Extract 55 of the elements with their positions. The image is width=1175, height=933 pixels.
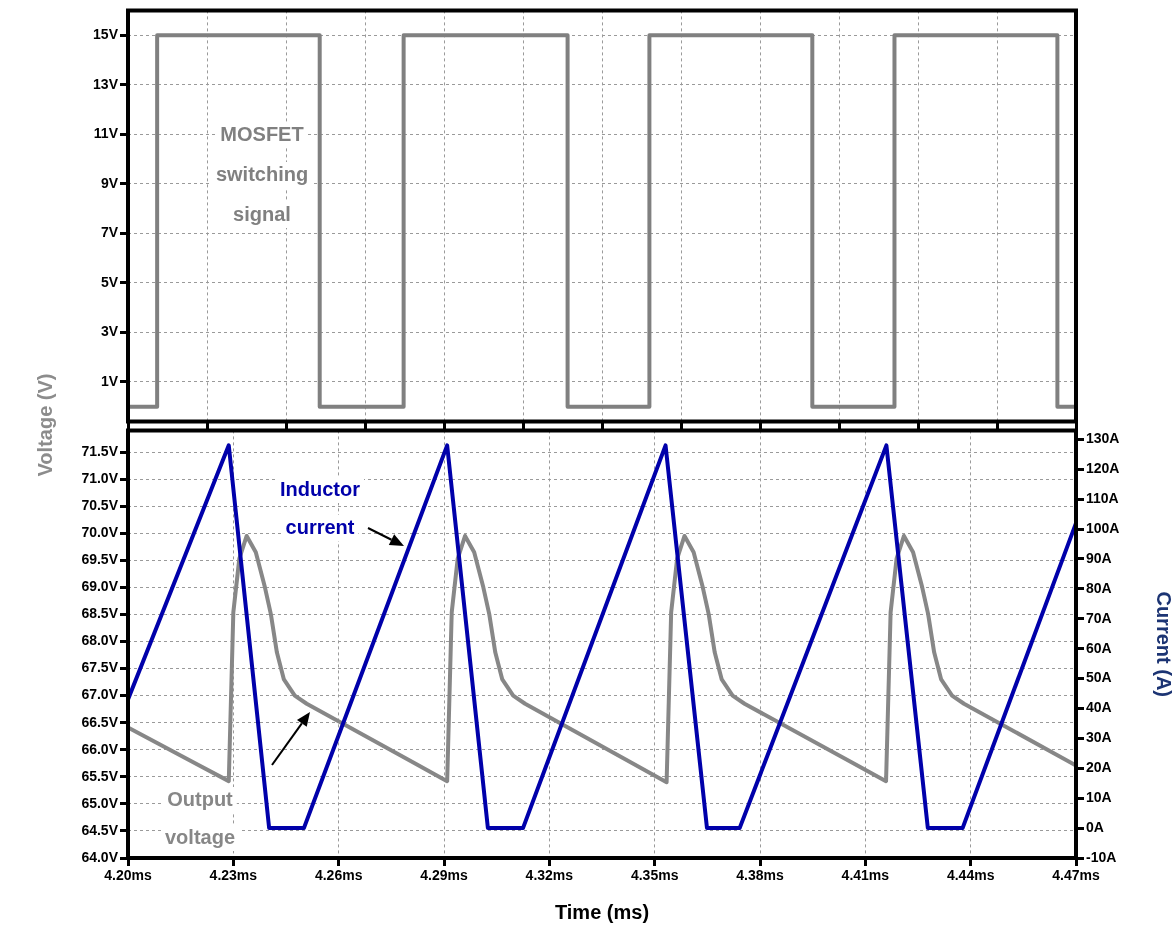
y-tick-label: 1V xyxy=(100,372,119,389)
y-tick-label: 66.5V xyxy=(81,713,119,730)
y-tick-label: 3V xyxy=(100,323,119,340)
y2-tick-label: 60A xyxy=(1086,639,1112,656)
y2-tick-label: 20A xyxy=(1086,759,1112,776)
y-tick-label: 9V xyxy=(100,174,119,191)
y2-tick-label: 50A xyxy=(1086,669,1112,686)
x-tick-label: 4.32ms xyxy=(525,867,574,884)
y2-tick-label: 70A xyxy=(1086,609,1112,626)
y-tick-label: 70.5V xyxy=(81,497,119,514)
y-tick-label: 70.0V xyxy=(81,524,119,541)
y2-tick-label: 100A xyxy=(1086,519,1120,536)
y2-tick-label: -10A xyxy=(1086,848,1117,865)
y2-tick-label: 10A xyxy=(1086,789,1112,806)
y-tick-label: 11V xyxy=(93,125,119,142)
y-tick-label: 68.0V xyxy=(81,632,119,649)
text: Inductor current xyxy=(280,477,361,538)
x-tick-label: 4.41ms xyxy=(841,867,890,884)
y2-tick-label: 120A xyxy=(1086,460,1120,477)
x-tick-label: 4.20ms xyxy=(104,867,152,884)
y-tick-label: 67.5V xyxy=(81,659,119,676)
y-tick-label: 5V xyxy=(100,273,119,290)
y-tick-label: 7V xyxy=(100,224,119,241)
x-axis-title: Time (ms) xyxy=(554,900,650,923)
series-label: Output voltage xyxy=(164,787,236,848)
y2-tick-label: 80A xyxy=(1086,579,1112,596)
y-tick-label: 67.0V xyxy=(81,686,119,703)
y2-tick-label: 30A xyxy=(1086,729,1112,746)
y2-tick-label: 90A xyxy=(1086,549,1112,566)
x-tick-label: 4.38ms xyxy=(736,867,784,884)
y-tick-label: 64.5V xyxy=(81,821,119,838)
x-tick-label: 4.26ms xyxy=(314,867,363,884)
y-tick-label: 69.0V xyxy=(81,578,119,595)
y2-tick-label: 0A xyxy=(1086,818,1104,835)
x-tick-label: 4.29ms xyxy=(420,867,468,884)
x-tick-label: 4.35ms xyxy=(630,867,679,884)
y-tick-label: 71.5V xyxy=(81,442,119,459)
y2-tick-label: 130A xyxy=(1086,430,1120,447)
series-label: MOSFET switching signal xyxy=(215,122,309,225)
y-tick-label: 64.0V xyxy=(81,848,119,865)
y-tick-label: 69.5V xyxy=(81,551,119,568)
y-tick-label: 71.0V xyxy=(81,469,119,486)
y2-tick-label: 40A xyxy=(1086,699,1112,716)
y-tick-label: 65.0V xyxy=(81,794,119,811)
y-tick-label: 13V xyxy=(93,75,119,92)
x-tick-label: 4.44ms xyxy=(946,867,995,884)
y-tick-label: 66.0V xyxy=(81,740,119,757)
y-tick-label: 15V xyxy=(93,26,119,43)
y2-axis-title: Current (A) xyxy=(1153,591,1175,697)
y2-tick-label: 110A xyxy=(1086,490,1119,507)
x-tick-label: 4.23ms xyxy=(209,867,258,884)
y-tick-label: 68.5V xyxy=(81,605,119,622)
y-axis-title: Voltage (V) xyxy=(33,373,57,477)
x-tick-label: 4.47ms xyxy=(1052,867,1100,884)
y-tick-label: 65.5V xyxy=(81,767,119,784)
